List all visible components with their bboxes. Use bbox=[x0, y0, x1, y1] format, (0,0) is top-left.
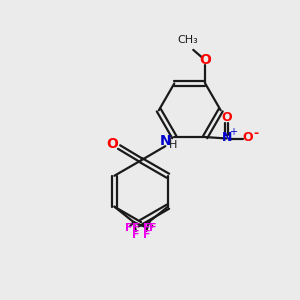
Text: F: F bbox=[132, 224, 139, 233]
Text: N: N bbox=[160, 134, 171, 148]
Text: F: F bbox=[132, 230, 140, 240]
Text: O: O bbox=[199, 53, 211, 67]
Text: +: + bbox=[229, 127, 237, 137]
Text: H: H bbox=[169, 140, 178, 150]
Text: F: F bbox=[125, 224, 133, 233]
Text: F: F bbox=[143, 230, 150, 240]
Text: O: O bbox=[107, 137, 118, 151]
Text: CH₃: CH₃ bbox=[177, 35, 198, 46]
Text: F: F bbox=[149, 224, 157, 233]
Text: O: O bbox=[221, 111, 232, 124]
Text: F: F bbox=[143, 224, 151, 233]
Text: N: N bbox=[222, 131, 232, 144]
Text: -: - bbox=[253, 127, 258, 140]
Text: O: O bbox=[243, 131, 253, 144]
